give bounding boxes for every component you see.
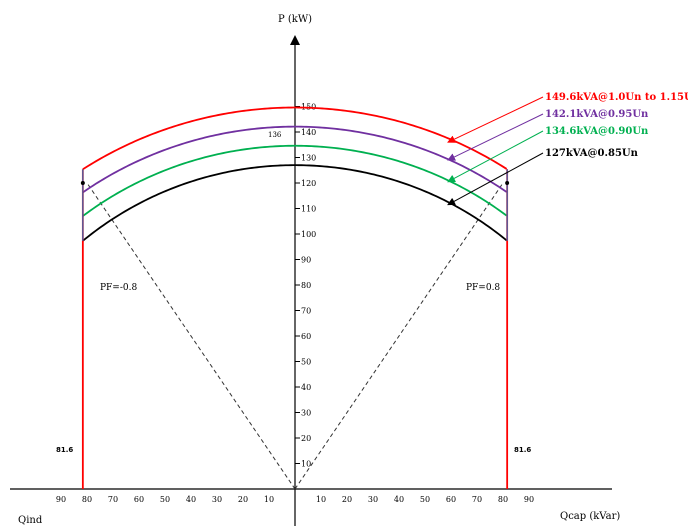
x-tick-label-right: 70: [472, 495, 482, 504]
x-tick-label-right: 10: [316, 495, 326, 504]
y-tick-label: 30: [301, 409, 311, 418]
x-tick-label-left: 90: [56, 495, 66, 504]
capability-curves: [82, 106, 508, 242]
pf-line-right: [294, 182, 504, 490]
x-tick-label-left: 50: [160, 495, 170, 504]
y-tick-label: 120: [301, 179, 316, 188]
x-tick-label-left: 30: [212, 495, 222, 504]
x-axis-label-left: Qind: [18, 515, 43, 526]
y-tick-label: 60: [301, 332, 311, 341]
curve-series-0: [82, 106, 508, 171]
y-tick-label: 40: [301, 383, 311, 392]
x-tick-label-left: 60: [134, 495, 144, 504]
pf-endpoint-left: [80, 181, 85, 185]
series-label-0: 149.6kVA@1.0Un to 1.15Un: [545, 92, 688, 103]
x-tick-label-right: 90: [524, 495, 534, 504]
y-axis-label: P (kW): [278, 14, 312, 25]
x-tick-label-right: 80: [498, 495, 508, 504]
series-arrow-3: [447, 152, 544, 206]
q-limit-lines: [80, 169, 510, 489]
axes: [10, 35, 612, 526]
x-tick-label-right: 60: [446, 495, 456, 504]
x-tick-label-right: 50: [420, 495, 430, 504]
x-tick-label-left: 20: [238, 495, 248, 504]
y-tick-label: 100: [301, 230, 316, 239]
x-tick-label-right: 20: [342, 495, 352, 504]
pf-right-label: PF=0.8: [466, 283, 500, 293]
annotation-136: 136: [268, 131, 282, 139]
curve-series-2: [82, 144, 508, 217]
x-tick-label-right: 40: [394, 495, 404, 504]
y-tick-label: 50: [301, 358, 311, 367]
curve-series-3: [82, 164, 508, 242]
x-tick-label-left: 10: [264, 495, 274, 504]
series-arrow-0: [447, 96, 544, 143]
y-tick-label: 130: [301, 154, 316, 163]
series-label-3: 127kVA@0.85Un: [545, 148, 639, 159]
x-tick-label-left: 80: [82, 495, 92, 504]
x-tick-label-left: 40: [186, 495, 196, 504]
series-arrow-2: [447, 130, 544, 183]
series-arrow-1: [447, 113, 544, 161]
x-tick-label-right: 30: [368, 495, 378, 504]
pf-lines: [86, 182, 504, 490]
q-limit-left-label: 81.6: [56, 446, 73, 454]
series-label-1: 142.1kVA@0.95Un: [545, 109, 649, 120]
annotations: 149.6kVA@1.0Un to 1.15Un 142.1kVA@0.95Un 1…: [447, 92, 688, 206]
q-limit-right-label: 81.6: [514, 446, 531, 454]
pf-left-label: PF=-0.8: [100, 283, 137, 293]
y-tick-label: 20: [301, 434, 311, 443]
pf-line-left: [86, 182, 296, 490]
y-tick-label: 110: [301, 205, 316, 214]
series-label-2: 134.6kVA@0.90Un: [545, 126, 649, 137]
pf-endpoint-right: [505, 181, 510, 185]
y-tick-label: 140: [301, 128, 316, 137]
y-tick-label: 80: [301, 281, 311, 290]
y-tick-label: 70: [301, 307, 311, 316]
curve-series-1: [82, 125, 508, 194]
y-tick-label: 90: [301, 256, 311, 265]
y-tick-label: 10: [301, 460, 311, 469]
x-axis-label-right: Qcap (kVar): [560, 511, 620, 522]
x-tick-label-left: 70: [108, 495, 118, 504]
